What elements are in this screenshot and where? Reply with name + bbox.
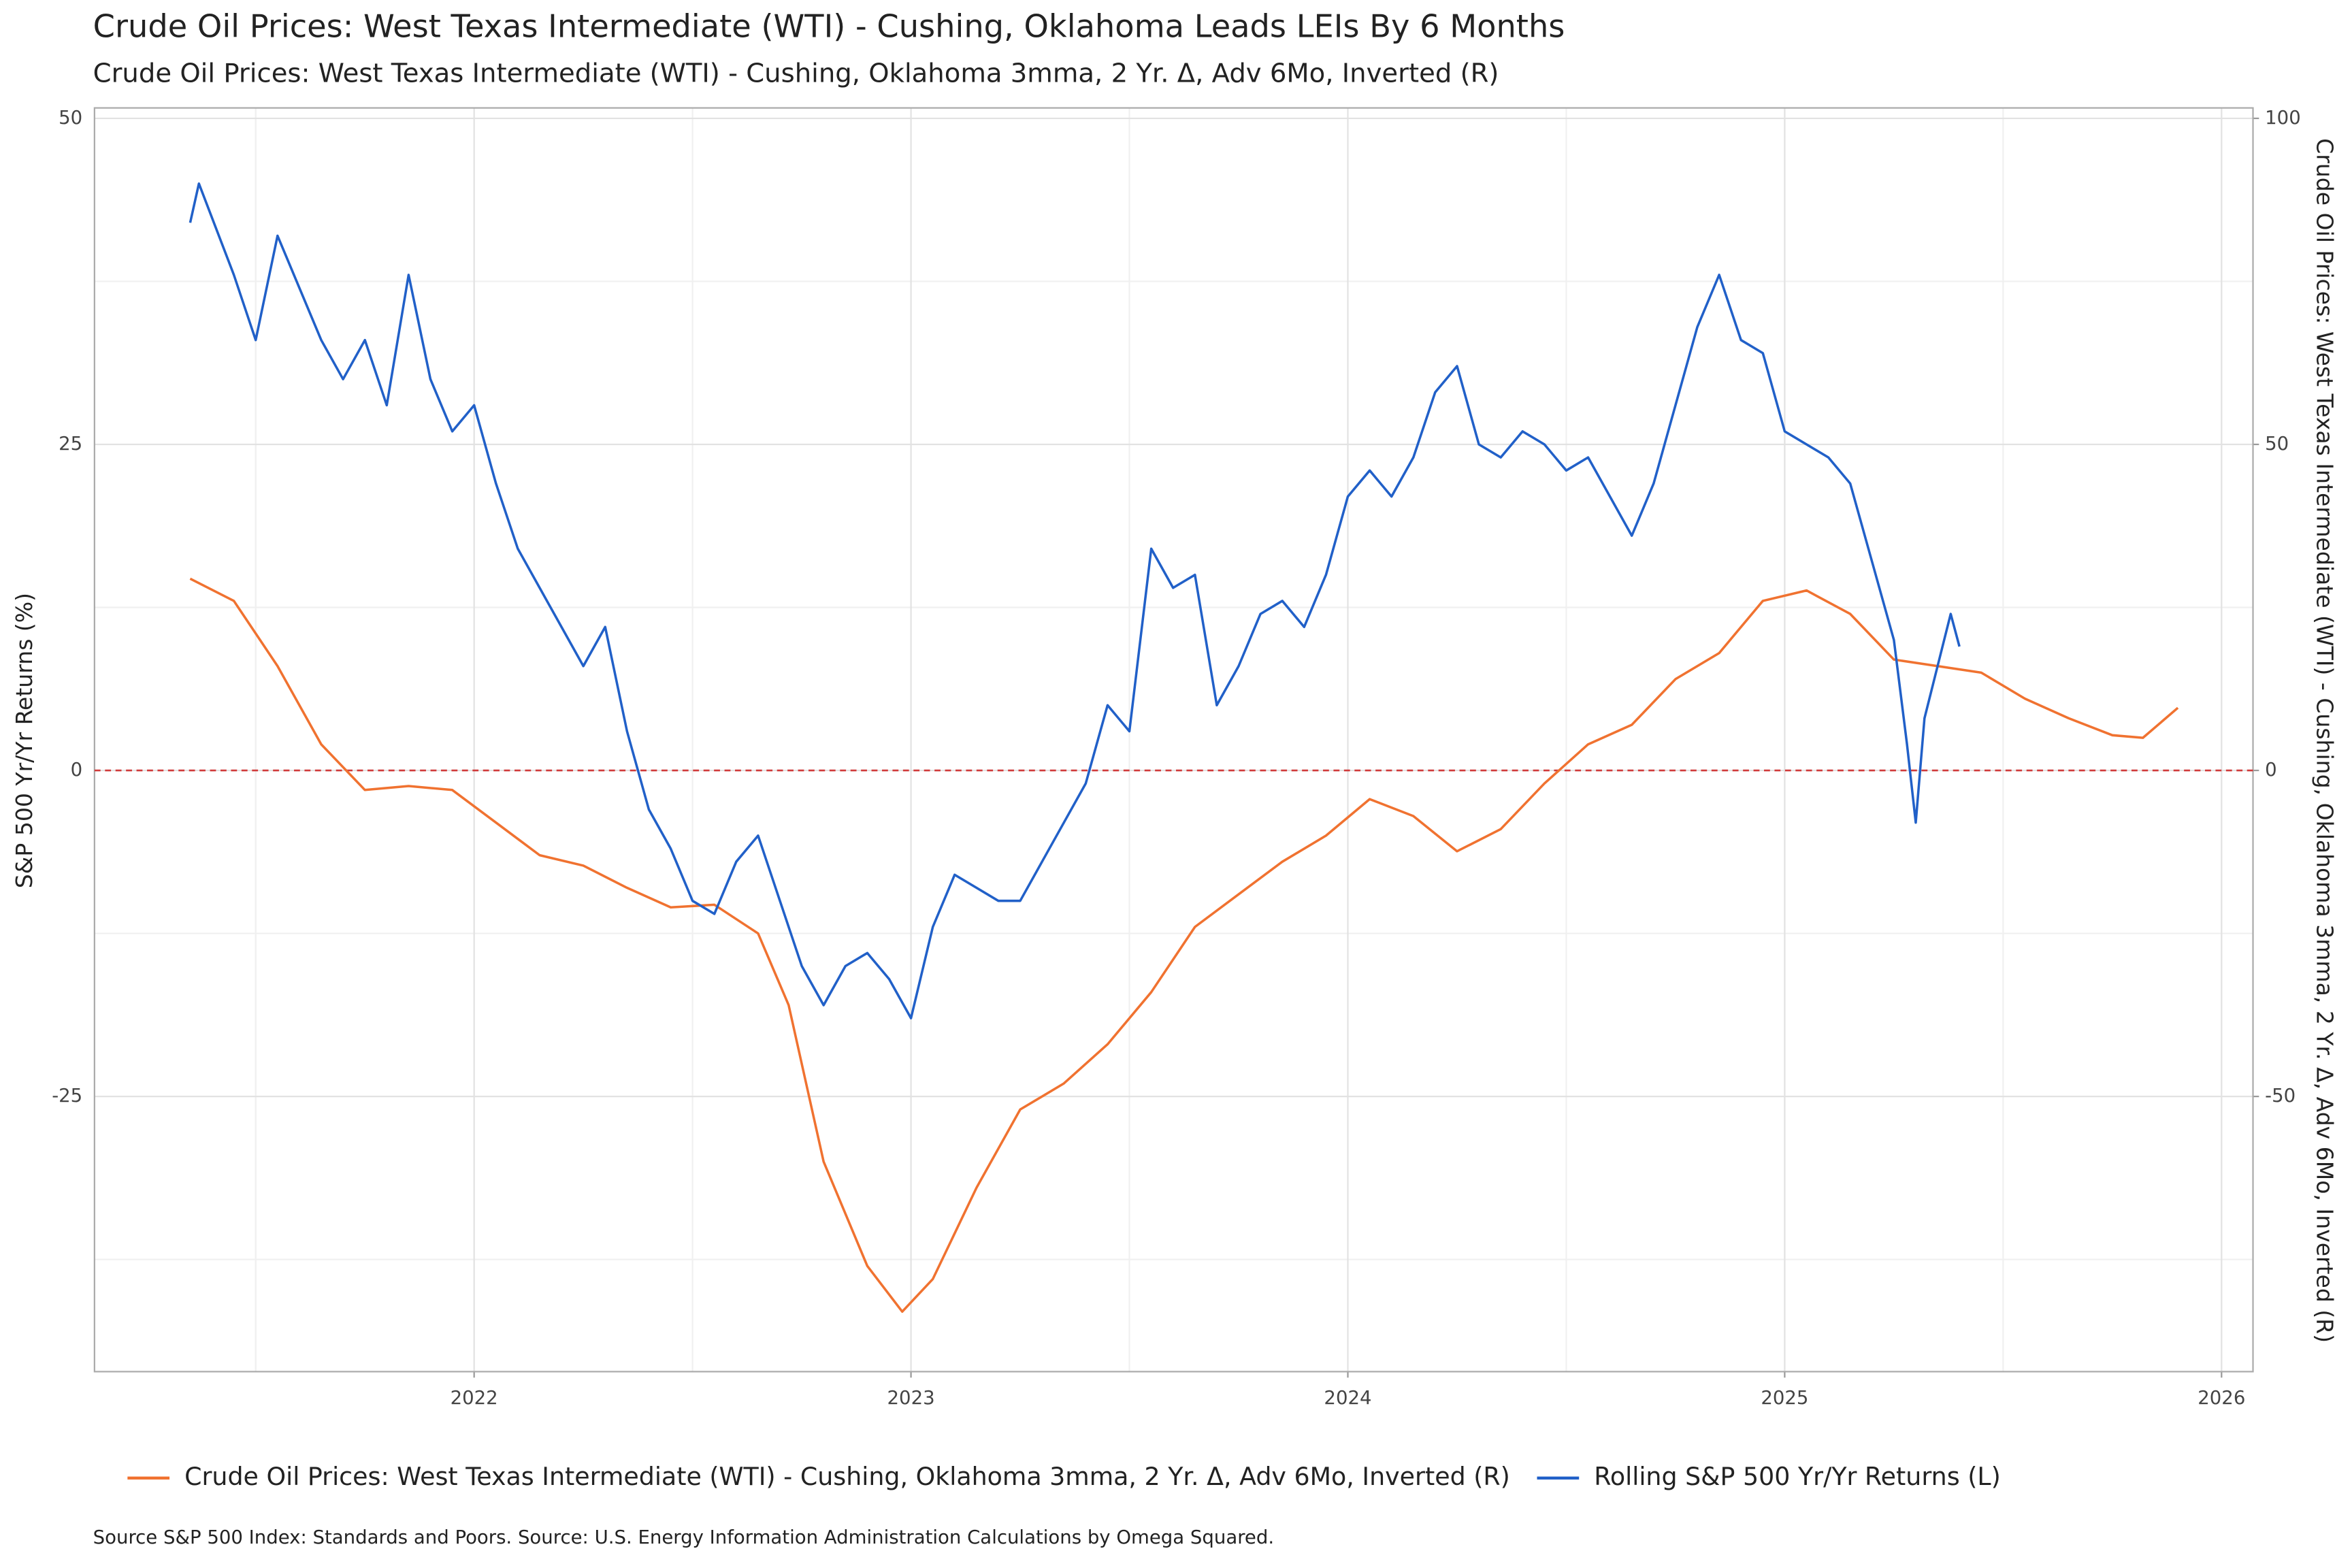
x-tick-label: 2026 bbox=[2198, 1387, 2245, 1409]
data-line bbox=[189, 182, 1961, 1019]
chart-title: Crude Oil Prices: West Texas Intermediat… bbox=[93, 7, 1565, 44]
y2-tick-label: 0 bbox=[2265, 759, 2277, 781]
x-tick-label: 2025 bbox=[1761, 1387, 1808, 1409]
chart-subtitle: Crude Oil Prices: West Texas Intermediat… bbox=[93, 59, 1499, 89]
y-tick-label: 0 bbox=[71, 759, 83, 781]
legend-label: Rolling S&P 500 Yr/Yr Returns (L) bbox=[1594, 1462, 2001, 1491]
x-tick-label: 2024 bbox=[1324, 1387, 1371, 1409]
y2-axis-label: Crude Oil Prices: West Texas Intermediat… bbox=[2312, 138, 2338, 1343]
y2-tick-label: 100 bbox=[2265, 107, 2301, 129]
y2-tick-label: 50 bbox=[2265, 433, 2289, 455]
plot-frame bbox=[93, 107, 2254, 1373]
data-line bbox=[189, 577, 2179, 1313]
y-tick-label: -25 bbox=[52, 1085, 82, 1107]
y-tick-label: 50 bbox=[59, 107, 82, 129]
x-tick-label: 2022 bbox=[451, 1387, 498, 1409]
y2-tick-label: -50 bbox=[2265, 1085, 2296, 1107]
y-tick-label: 25 bbox=[59, 433, 82, 455]
x-tick-label: 2023 bbox=[887, 1387, 935, 1409]
legend-label: Crude Oil Prices: West Texas Intermediat… bbox=[184, 1462, 1510, 1491]
source-note: Source S&P 500 Index: Standards and Poor… bbox=[93, 1526, 1274, 1548]
y-axis-label: S&P 500 Yr/Yr Returns (%) bbox=[11, 593, 37, 888]
